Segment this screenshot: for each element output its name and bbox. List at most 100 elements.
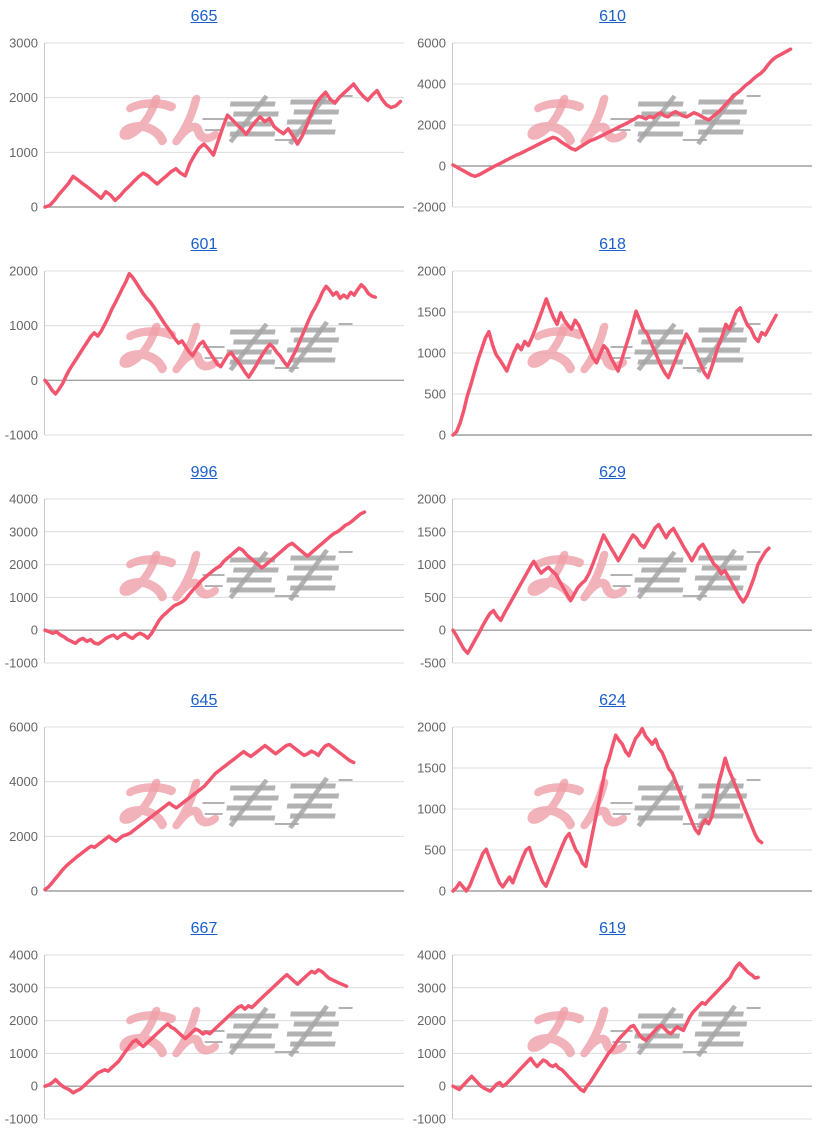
y-tick-label: -500 — [420, 656, 446, 671]
line-chart-996: 4000 3000 2000 1000 0 -1000 — [5, 492, 404, 671]
y-tick-label: 0 — [439, 428, 446, 443]
y-tick-label: 4000 — [9, 948, 38, 963]
chart-title-link-618[interactable]: 618 — [599, 236, 626, 253]
chart-cell-665: 665 3000 2000 1000 0 — [0, 0, 408, 228]
y-tick-label: 1000 — [9, 1046, 38, 1061]
y-tick-label: 0 — [31, 373, 38, 388]
chart-title-link-610[interactable]: 610 — [599, 8, 626, 25]
gridlines — [453, 270, 812, 436]
y-tick-label: 2000 — [9, 1013, 38, 1028]
line-chart-645: 6000 4000 2000 0 — [9, 720, 404, 899]
y-tick-label: 6000 — [9, 720, 38, 735]
data-series-line — [43, 271, 378, 396]
brand-logo-watermark-icon — [119, 1004, 353, 1058]
chart-title-link-601[interactable]: 601 — [190, 236, 218, 253]
y-tick-label: 1000 — [417, 557, 446, 572]
y-tick-label: 2000 — [9, 90, 38, 105]
y-tick-label: 1500 — [417, 305, 446, 320]
gridlines — [453, 498, 812, 664]
data-series-line — [43, 510, 367, 646]
line-chart-610: 6000 4000 2000 0 -2000 — [413, 36, 812, 215]
y-tick-label: 4000 — [9, 774, 38, 789]
y-tick-label: 2000 — [417, 264, 446, 279]
chart-cell-619: 619 4000 3000 2000 1000 0 -1000 — [408, 912, 817, 1140]
y-tick-label: 1500 — [417, 524, 446, 539]
chart-title-row: 618 — [408, 228, 817, 262]
chart-cell-996: 996 4000 3000 2000 1000 0 -1000 — [0, 456, 408, 684]
line-chart-618: 2000 1500 1000 500 0 — [417, 264, 812, 443]
gridlines — [453, 726, 812, 892]
line-chart-667: 4000 3000 2000 1000 0 -1000 — [5, 948, 404, 1127]
y-tick-label: 4000 — [417, 77, 446, 92]
y-tick-label: 500 — [424, 590, 446, 605]
brand-logo-watermark-icon — [527, 1004, 761, 1058]
chart-title-row: 610 — [408, 0, 817, 34]
data-series-line — [43, 82, 403, 209]
y-tick-label: 2000 — [417, 492, 446, 507]
y-axis-labels: 6000 4000 2000 0 -2000 — [413, 36, 446, 215]
data-series-line — [451, 522, 771, 655]
chart-title-link-629[interactable]: 629 — [599, 464, 626, 481]
chart-cell-645: 645 6000 4000 2000 0 — [0, 684, 408, 912]
data-series-line — [43, 742, 356, 892]
y-tick-label: 1000 — [9, 318, 38, 333]
chart-title-link-667[interactable]: 667 — [190, 920, 218, 937]
y-tick-label: 0 — [31, 200, 38, 215]
y-tick-label: 1000 — [417, 802, 446, 817]
line-chart-601: 2000 1000 0 -1000 — [5, 264, 404, 443]
chart-title-row: 996 — [0, 456, 408, 490]
y-tick-label: 1000 — [417, 1046, 446, 1061]
y-tick-label: -1000 — [5, 1112, 38, 1127]
gridlines — [453, 954, 812, 1120]
chart-title-row: 619 — [408, 912, 817, 946]
line-chart-624: 2000 1500 1000 500 0 — [417, 720, 812, 899]
chart-title-link-624[interactable]: 624 — [599, 692, 626, 709]
y-axis-labels: 4000 3000 2000 1000 0 -1000 — [413, 948, 446, 1127]
y-tick-label: 6000 — [417, 36, 446, 51]
y-tick-label: 2000 — [417, 118, 446, 133]
chart-cell-624: 624 2000 1500 1000 500 0 — [408, 684, 817, 912]
chart-title-row: 665 — [0, 0, 408, 34]
chart-title-link-665[interactable]: 665 — [190, 8, 218, 25]
y-axis-labels: 2000 1500 1000 500 0 — [417, 264, 446, 443]
y-tick-label: 0 — [439, 884, 446, 899]
brand-logo-watermark-icon — [119, 548, 353, 602]
data-series-line — [451, 297, 778, 437]
brand-logo-watermark-icon — [527, 776, 761, 830]
chart-title-link-619[interactable]: 619 — [599, 920, 626, 937]
y-axis-labels: 3000 2000 1000 0 — [9, 36, 38, 215]
gridlines — [45, 498, 404, 664]
y-tick-label: 0 — [31, 1079, 38, 1094]
gridlines — [45, 726, 404, 892]
y-tick-label: 2000 — [9, 557, 38, 572]
y-tick-label: 3000 — [417, 980, 446, 995]
brand-logo-watermark-icon — [527, 548, 761, 602]
chart-title-link-645[interactable]: 645 — [190, 692, 218, 709]
y-tick-label: 3000 — [9, 36, 38, 51]
y-tick-label: 1000 — [417, 346, 446, 361]
chart-title-link-996[interactable]: 996 — [190, 464, 218, 481]
y-tick-label: 0 — [439, 623, 446, 638]
y-tick-label: -2000 — [413, 200, 446, 215]
y-tick-label: 2000 — [9, 829, 38, 844]
y-axis-labels: 2000 1000 0 -1000 — [5, 264, 38, 443]
chart-title-row: 629 — [408, 456, 817, 490]
y-tick-label: -1000 — [413, 1112, 446, 1127]
y-tick-label: -1000 — [5, 428, 38, 443]
gridlines — [45, 42, 404, 208]
chart-cell-667: 667 4000 3000 2000 1000 0 -1000 — [0, 912, 408, 1140]
y-tick-label: 2000 — [417, 720, 446, 735]
data-series-line — [451, 961, 760, 1094]
y-tick-label: 1500 — [417, 761, 446, 776]
y-axis-labels: 6000 4000 2000 0 — [9, 720, 38, 899]
data-series-line — [451, 726, 764, 893]
y-tick-label: 1000 — [9, 590, 38, 605]
gridlines — [45, 954, 404, 1120]
chart-cell-601: 601 2000 1000 0 -1000 — [0, 228, 408, 456]
y-tick-label: 1000 — [9, 145, 38, 160]
chart-title-row: 667 — [0, 912, 408, 946]
y-tick-label: 0 — [439, 159, 446, 174]
y-tick-label: 0 — [439, 1079, 446, 1094]
brand-logo-watermark-icon — [527, 92, 761, 146]
